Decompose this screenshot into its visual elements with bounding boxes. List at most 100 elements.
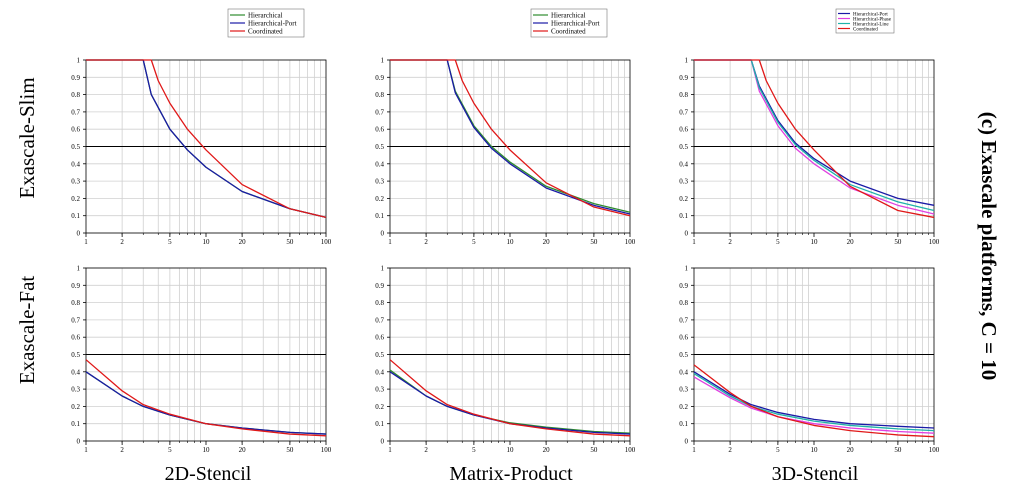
y-tick-label: 0.6	[679, 126, 688, 134]
y-tick-label: 0.8	[375, 91, 384, 99]
y-tick-label: 0.1	[375, 212, 384, 220]
y-tick-label: 0.7	[375, 316, 384, 324]
y-tick-label: 0.3	[375, 178, 384, 186]
x-tick-label: 20	[239, 238, 247, 246]
y-tick-label: 0.2	[679, 403, 688, 411]
x-tick-label: 100	[929, 238, 940, 246]
y-tick-label: 1	[685, 57, 689, 65]
x-tick-label: 10	[507, 446, 515, 454]
panel-slim-3: 0 0.1 0.2 0.3 0.4 0.5 0.6 0.7 0.8 0.9 1 1 2 5 10 20 50 10…	[679, 57, 940, 247]
x-tick-label: 100	[321, 446, 332, 454]
x-tick-label: 50	[286, 446, 294, 454]
y-tick-label: 0	[685, 438, 689, 446]
y-tick-label: 0.9	[375, 74, 384, 82]
y-tick-label: 0.6	[71, 126, 80, 134]
legend-label: Coordinated	[248, 27, 283, 35]
series-line-coordinated	[85, 359, 327, 437]
y-tick-label: 0.9	[71, 74, 80, 82]
y-tick-label: 0	[381, 230, 385, 238]
y-tick-label: 0.8	[679, 299, 688, 307]
y-tick-label: 0.2	[71, 403, 80, 411]
y-tick-label: 0.6	[679, 334, 688, 342]
x-tick-label: 20	[543, 238, 551, 246]
x-tick-label: 100	[625, 238, 636, 246]
x-tick-label: 2	[120, 238, 124, 246]
y-tick-label: 0.3	[71, 178, 80, 186]
y-tick-label: 0.6	[375, 126, 384, 134]
x-tick-label: 2	[424, 446, 428, 454]
y-tick-label: 0.2	[375, 195, 384, 203]
y-tick-label: 0.4	[71, 160, 80, 168]
x-tick-label: 1	[84, 238, 88, 246]
x-tick-label: 20	[239, 446, 247, 454]
x-tick-label: 5	[776, 238, 780, 246]
x-tick-label: 5	[472, 446, 476, 454]
x-tick-label: 5	[472, 238, 476, 246]
x-tick-label: 1	[388, 446, 392, 454]
y-tick-label: 0	[381, 438, 385, 446]
legend-label: Hierarchical	[551, 11, 586, 19]
y-tick-label: 0.3	[679, 386, 688, 394]
series-line-hierarchical-port	[693, 371, 935, 429]
panel-fat-1: 0 0.1 0.2 0.3 0.4 0.5 0.6 0.7 0.8 0.9 1 1 2 5 10 20 50 10…	[71, 265, 332, 455]
x-tick-label: 2	[424, 238, 428, 246]
y-tick-label: 0.2	[71, 195, 80, 203]
x-tick-label: 5	[168, 446, 172, 454]
legend-label: Hierarchical-Port	[853, 12, 888, 17]
column-label-2d-stencil: 2D-Stencil	[165, 463, 252, 485]
x-tick-label: 50	[894, 238, 902, 246]
y-tick-label: 0.4	[375, 160, 384, 168]
series-line-hierarchical-line	[694, 59, 935, 212]
legend-label: Coordinated	[853, 27, 878, 32]
panel-fat-2: 0 0.1 0.2 0.3 0.4 0.5 0.6 0.7 0.8 0.9 1 1 2 5 10 20 50 10…	[375, 265, 636, 455]
y-tick-label: 0.1	[71, 212, 80, 220]
y-tick-label: 0.1	[375, 420, 384, 428]
x-tick-label: 50	[590, 238, 598, 246]
y-tick-label: 0.7	[71, 108, 80, 116]
x-tick-label: 20	[543, 446, 551, 454]
y-tick-label: 0.4	[375, 368, 384, 376]
legend-label: Hierarchical	[248, 11, 283, 19]
y-tick-label: 0.8	[71, 91, 80, 99]
x-tick-label: 5	[776, 446, 780, 454]
legend-label: Hierarchical-Line	[853, 22, 889, 27]
y-tick-label: 0.1	[679, 420, 688, 428]
column-label-3d-stencil: 3D-Stencil	[772, 463, 859, 485]
x-tick-label: 100	[321, 238, 332, 246]
y-tick-label: 0.7	[679, 108, 688, 116]
series-line-coordinated	[389, 359, 631, 437]
x-tick-label: 2	[728, 446, 732, 454]
series-line-hierarchical-line	[693, 372, 935, 432]
column-label-matrix-product: Matrix-Product	[449, 463, 573, 485]
y-tick-label: 0.3	[679, 178, 688, 186]
y-tick-label: 0.4	[71, 368, 80, 376]
y-tick-label: 0.8	[679, 91, 688, 99]
series-line-coordinated	[86, 59, 327, 219]
y-tick-label: 1	[77, 265, 81, 273]
x-tick-label: 50	[894, 446, 902, 454]
x-tick-label: 20	[847, 238, 855, 246]
side-title: (c) Exascale platforms, C = 10	[977, 112, 1001, 381]
y-tick-label: 0.8	[375, 299, 384, 307]
y-tick-label: 0.1	[71, 420, 80, 428]
y-tick-label: 0.5	[679, 351, 688, 359]
y-tick-label: 1	[381, 265, 385, 273]
y-tick-label: 0.7	[679, 316, 688, 324]
x-tick-label: 1	[84, 446, 88, 454]
y-tick-label: 0.5	[375, 351, 384, 359]
y-tick-label: 0.3	[71, 386, 80, 394]
x-tick-label: 100	[625, 446, 636, 454]
x-tick-label: 10	[507, 238, 515, 246]
y-tick-label: 0.5	[71, 351, 80, 359]
legend-label: Hierarchical-Port	[551, 19, 600, 27]
series-line-coordinated	[693, 364, 935, 438]
y-tick-label: 0.4	[679, 368, 688, 376]
x-tick-label: 10	[811, 446, 819, 454]
y-tick-label: 0	[685, 230, 689, 238]
y-tick-label: 0	[77, 438, 81, 446]
y-tick-label: 0.8	[71, 299, 80, 307]
legend-3: Hierarchical-PortHierarchical-PhaseHiera…	[835, 8, 895, 34]
panel-slim-2: 0 0.1 0.2 0.3 0.4 0.5 0.6 0.7 0.8 0.9 1 1 2 5 10 20 50 10…	[375, 57, 636, 247]
x-tick-label: 1	[692, 446, 696, 454]
